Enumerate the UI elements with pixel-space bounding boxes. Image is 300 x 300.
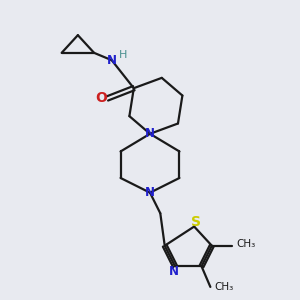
Text: H: H	[119, 50, 127, 60]
Text: N: N	[145, 186, 155, 199]
Text: N: N	[145, 127, 155, 140]
Text: CH₃: CH₃	[214, 282, 233, 292]
Text: N: N	[107, 54, 117, 67]
Text: O: O	[95, 92, 107, 106]
Text: S: S	[190, 215, 201, 229]
Text: N: N	[169, 265, 178, 278]
Text: CH₃: CH₃	[236, 239, 255, 249]
